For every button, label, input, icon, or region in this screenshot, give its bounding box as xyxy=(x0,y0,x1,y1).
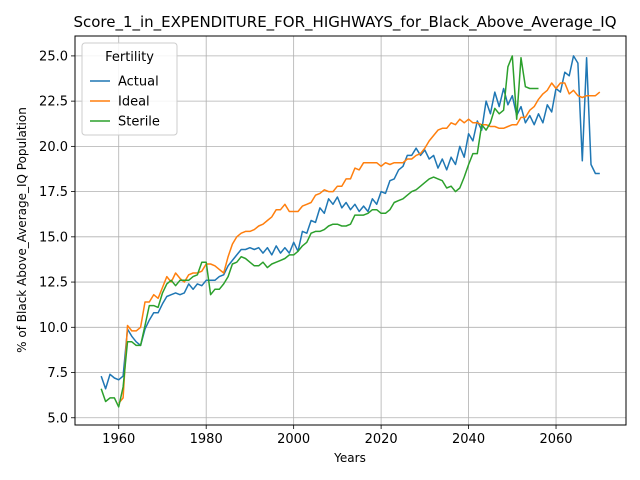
legend-label-sterile: Sterile xyxy=(118,115,160,130)
legend-label-actual: Actual xyxy=(118,75,159,90)
y-tick-label: 20.0 xyxy=(39,140,68,155)
x-tick-label: 1980 xyxy=(190,432,223,447)
x-axis-title: Years xyxy=(333,451,366,465)
y-axis-ticks: 5.0 7.5 10.0 12.5 15.0 17.5 20.0 22.5 25.0 xyxy=(39,49,75,426)
y-tick-label: 12.5 xyxy=(39,276,68,291)
y-tick-label: 25.0 xyxy=(39,49,68,64)
y-tick-label: 17.5 xyxy=(39,185,68,200)
x-tick-label: 2020 xyxy=(365,432,398,447)
y-tick-label: 22.5 xyxy=(39,95,68,110)
x-axis-ticks: 1960 1980 2000 2020 2040 2060 xyxy=(102,425,573,447)
series-line-sterile xyxy=(100,55,539,408)
y-tick-label: 5.0 xyxy=(47,411,68,426)
y-tick-label: 15.0 xyxy=(39,230,68,245)
legend: Fertility Actual Ideal Sterile xyxy=(81,42,178,136)
legend-items: Actual Ideal Sterile xyxy=(90,75,160,130)
x-tick-label: 2000 xyxy=(277,432,310,447)
y-tick-label: 10.0 xyxy=(39,321,68,336)
y-tick-label: 7.5 xyxy=(47,366,68,381)
grid-lines xyxy=(75,36,626,425)
x-tick-label: 2060 xyxy=(539,432,572,447)
series-lines xyxy=(100,55,601,408)
x-tick-label: 2040 xyxy=(452,432,485,447)
legend-box xyxy=(81,42,178,136)
legend-label-ideal: Ideal xyxy=(118,95,150,110)
y-axis-title: % of Black Above_Average_IQ Population xyxy=(15,107,29,353)
x-tick-label: 1960 xyxy=(102,432,135,447)
chart-title: Score_1_in_EXPENDITURE_FOR_HIGHWAYS_for_… xyxy=(73,13,616,32)
legend-title: Fertility xyxy=(105,50,154,65)
plot-frame xyxy=(74,35,627,426)
